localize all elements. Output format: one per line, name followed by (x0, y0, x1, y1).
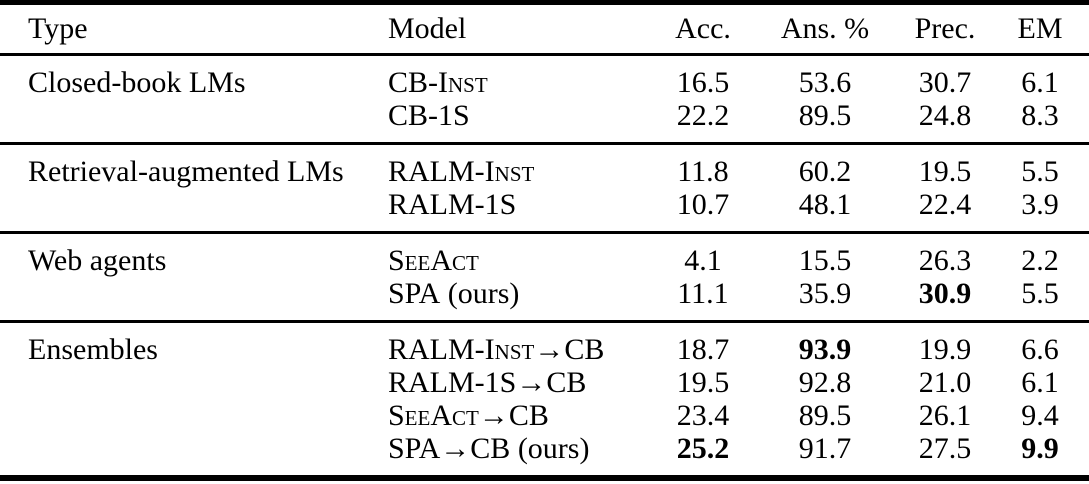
type-cell: Closed-book LMs (28, 66, 246, 99)
model-cell: RALM-1S (388, 188, 641, 233)
ans-cell: 89.5 (798, 399, 852, 432)
prec-cell: 24.8 (918, 99, 972, 132)
ans-cell: 60.2 (798, 155, 852, 188)
table-row: RALM-1S 10.7 48.1 22.4 3.9 (0, 188, 1089, 233)
table-row: CB-1S 22.2 89.5 24.8 8.3 (0, 99, 1089, 144)
model-cell: CB-1S (388, 99, 641, 144)
header-row: Type Model Acc. Ans. % Prec. EM (0, 2, 1089, 55)
type-cell (0, 432, 388, 478)
prec-cell: 19.5 (918, 155, 972, 188)
model-name: CB-Inst (388, 66, 488, 99)
model-name: RALM-1S→CB (388, 366, 587, 399)
section-ensembles: Ensembles RALM-Inst→CB 18.7 93.9 19.9 6.… (0, 322, 1089, 478)
acc-cell: 16.5 (676, 66, 730, 99)
column-header-ans: Ans. % (780, 12, 870, 45)
section-closed-book-lms: Closed-book LMs CB-Inst 16.5 53.6 30.7 6… (0, 55, 1089, 144)
type-cell: Ensembles (28, 333, 158, 366)
table-row: SPA (ours) 11.1 35.9 30.9 5.5 (0, 277, 1089, 322)
model-cell: SeeAct (388, 233, 641, 277)
ans-cell: 15.5 (798, 244, 852, 277)
table-row: Retrieval-augmented LMs RALM-Inst 11.8 6… (0, 144, 1089, 188)
model-name: SeeAct→CB (388, 399, 549, 432)
ans-cell: 35.9 (798, 277, 852, 310)
model-name: RALM-Inst (388, 155, 535, 188)
model-name: RALM-Inst→CB (388, 333, 605, 366)
prec-cell-best: 30.9 (918, 277, 972, 310)
section-web-agents: Web agents SeeAct 4.1 15.5 26.3 2.2 SPA … (0, 233, 1089, 322)
em-cell: 5.5 (1021, 277, 1059, 310)
em-cell: 5.5 (1021, 155, 1059, 188)
em-cell: 2.2 (1021, 244, 1059, 277)
column-header-prec: Prec. (914, 12, 976, 45)
section-retrieval-augmented-lms: Retrieval-augmented LMs RALM-Inst 11.8 6… (0, 144, 1089, 233)
table-row: Web agents SeeAct 4.1 15.5 26.3 2.2 (0, 233, 1089, 277)
ans-cell: 89.5 (798, 99, 852, 132)
prec-cell: 19.9 (918, 333, 972, 366)
em-cell: 8.3 (1021, 99, 1059, 132)
column-header-em: EM (1017, 12, 1063, 45)
ans-cell: 48.1 (798, 188, 852, 221)
type-cell: Retrieval-augmented LMs (28, 155, 344, 188)
model-name: RALM-1S (388, 188, 517, 221)
model-name-suffix: (ours) (440, 277, 520, 310)
type-cell (0, 188, 388, 233)
acc-cell-best: 25.2 (676, 432, 730, 465)
type-cell (0, 277, 388, 322)
model-cell: SeeAct→CB (388, 399, 641, 432)
model-name-suffix: (ours) (510, 432, 590, 465)
ans-cell: 53.6 (798, 66, 852, 99)
prec-cell: 27.5 (918, 432, 972, 465)
model-cell: SPA→CB (ours) (388, 432, 641, 478)
em-cell: 9.4 (1021, 399, 1059, 432)
em-cell-best: 9.9 (1021, 432, 1059, 465)
table-row: SPA→CB (ours) 25.2 91.7 27.5 9.9 (0, 432, 1089, 478)
prec-cell: 30.7 (918, 66, 972, 99)
acc-cell: 19.5 (676, 366, 730, 399)
column-header-model: Model (388, 12, 467, 45)
acc-cell: 11.8 (677, 155, 729, 188)
acc-cell: 11.1 (677, 277, 729, 310)
type-cell (0, 399, 388, 432)
table-row: SeeAct→CB 23.4 89.5 26.1 9.4 (0, 399, 1089, 432)
ans-cell-best: 93.9 (798, 333, 852, 366)
acc-cell: 23.4 (676, 399, 730, 432)
model-cell: RALM-Inst (388, 144, 641, 188)
ans-cell: 92.8 (798, 366, 852, 399)
type-cell (0, 99, 388, 144)
type-cell: Web agents (28, 244, 167, 277)
model-name: CB-1S (388, 99, 470, 132)
model-name: SeeAct (388, 244, 479, 277)
model-cell: RALM-Inst→CB (388, 322, 641, 366)
prec-cell: 26.1 (918, 399, 972, 432)
model-name: SPA (388, 277, 441, 310)
table-row: Closed-book LMs CB-Inst 16.5 53.6 30.7 6… (0, 55, 1089, 99)
column-header-type: Type (28, 12, 88, 45)
model-cell: SPA (ours) (388, 277, 641, 322)
table-row: Ensembles RALM-Inst→CB 18.7 93.9 19.9 6.… (0, 322, 1089, 366)
acc-cell: 22.2 (676, 99, 730, 132)
em-cell: 3.9 (1021, 188, 1059, 221)
column-header-acc: Acc. (675, 12, 731, 45)
prec-cell: 22.4 (918, 188, 972, 221)
em-cell: 6.1 (1021, 66, 1059, 99)
prec-cell: 21.0 (918, 366, 972, 399)
em-cell: 6.6 (1021, 333, 1059, 366)
ans-cell: 91.7 (798, 432, 852, 465)
table-row: RALM-1S→CB 19.5 92.8 21.0 6.1 (0, 366, 1089, 399)
type-cell (0, 366, 388, 399)
acc-cell: 18.7 (676, 333, 730, 366)
prec-cell: 26.3 (918, 244, 972, 277)
model-cell: RALM-1S→CB (388, 366, 641, 399)
em-cell: 6.1 (1021, 366, 1059, 399)
acc-cell: 4.1 (684, 244, 722, 277)
model-name: SPA→CB (388, 432, 511, 465)
model-cell: CB-Inst (388, 55, 641, 99)
acc-cell: 10.7 (676, 188, 730, 221)
